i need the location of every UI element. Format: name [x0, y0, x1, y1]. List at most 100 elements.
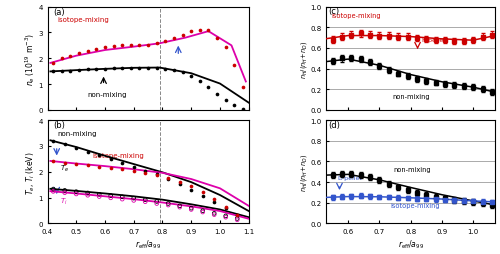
Point [187, 74, 195, 78]
Point [60, 191, 68, 195]
Point [170, 36, 178, 40]
Point [176, 180, 184, 184]
Y-axis label: $n_H/(n_H\!+\!n_D)$: $n_H/(n_H\!+\!n_D)$ [299, 153, 309, 191]
Y-axis label: $n_H/(n_H\!+\!n_D)$: $n_H/(n_H\!+\!n_D)$ [299, 40, 309, 78]
Point [210, 212, 218, 216]
X-axis label: $r_{\rm eff}/a_{99}$: $r_{\rm eff}/a_{99}$ [398, 237, 423, 250]
Point [130, 199, 138, 203]
Point [118, 195, 126, 199]
Point [233, 213, 241, 217]
Point [49, 187, 57, 191]
Point [198, 210, 206, 214]
Y-axis label: $T_e$, $T_i$ (keV): $T_e$, $T_i$ (keV) [24, 150, 37, 194]
Point [118, 67, 126, 71]
Point [110, 45, 118, 49]
Text: isotope-mixing: isotope-mixing [390, 203, 440, 209]
Point [233, 218, 241, 222]
Text: isotope-mixing: isotope-mixing [332, 13, 382, 19]
Point [176, 205, 184, 209]
Point [152, 42, 160, 46]
Point [84, 191, 92, 195]
Point [213, 37, 221, 41]
Point [84, 163, 92, 167]
Point [49, 160, 57, 164]
Point [106, 194, 114, 198]
Point [101, 46, 109, 50]
Point [49, 62, 57, 66]
Point [92, 68, 100, 72]
Point [101, 67, 109, 71]
Point [66, 54, 74, 58]
Point [84, 68, 92, 72]
Text: isotope-mixing: isotope-mixing [92, 153, 144, 159]
Point [95, 165, 103, 169]
Point [49, 190, 57, 194]
Point [118, 44, 126, 48]
Point [49, 139, 57, 143]
Point [144, 66, 152, 70]
Point [58, 57, 66, 61]
Text: isotope-mixing: isotope-mixing [58, 17, 110, 23]
Point [222, 99, 230, 103]
Point [58, 70, 66, 74]
Point [230, 64, 238, 68]
Point [118, 197, 126, 201]
Point [152, 200, 160, 204]
Point [144, 43, 152, 47]
Point [49, 70, 57, 74]
Point [162, 67, 170, 71]
Point [60, 161, 68, 165]
Point [210, 200, 218, 204]
Point [198, 194, 206, 198]
Point [230, 104, 238, 108]
Point [187, 188, 195, 192]
Point [60, 142, 68, 146]
Point [239, 107, 247, 111]
Point [233, 213, 241, 217]
Point [136, 66, 143, 70]
Text: $T_i$: $T_i$ [60, 197, 68, 207]
Text: (c): (c) [328, 7, 340, 16]
Point [106, 166, 114, 170]
Point [106, 157, 114, 161]
Point [152, 173, 160, 177]
Point [176, 182, 184, 186]
Point [164, 203, 172, 207]
Point [204, 29, 212, 33]
Point [178, 33, 186, 37]
Point [196, 29, 204, 33]
Point [198, 190, 206, 194]
Point [178, 71, 186, 75]
Point [95, 153, 103, 157]
Text: H-pellet: H-pellet [421, 37, 446, 42]
Point [72, 147, 80, 151]
Point [72, 162, 80, 166]
Point [130, 170, 138, 174]
Point [222, 205, 230, 209]
Point [210, 213, 218, 217]
Point [72, 192, 80, 196]
Text: non-mixing: non-mixing [88, 92, 127, 98]
Text: non-mixing: non-mixing [58, 131, 97, 137]
Point [222, 215, 230, 219]
Point [164, 177, 172, 181]
Point [118, 161, 126, 165]
Point [136, 44, 143, 48]
Point [84, 150, 92, 154]
Point [164, 177, 172, 181]
Point [222, 207, 230, 211]
Point [141, 198, 149, 202]
Point [110, 67, 118, 71]
Point [72, 190, 80, 194]
Text: non-mixing: non-mixing [394, 166, 431, 172]
Point [152, 202, 160, 206]
Point [141, 171, 149, 176]
Point [152, 174, 160, 178]
Point [187, 208, 195, 212]
Point [106, 196, 114, 200]
Point [239, 86, 247, 90]
Point [233, 217, 241, 221]
Text: non-mixing: non-mixing [392, 93, 430, 99]
Point [127, 66, 135, 70]
Y-axis label: $n_e$ $(10^{19}$ m$^{-3})$: $n_e$ $(10^{19}$ m$^{-3})$ [23, 33, 37, 85]
